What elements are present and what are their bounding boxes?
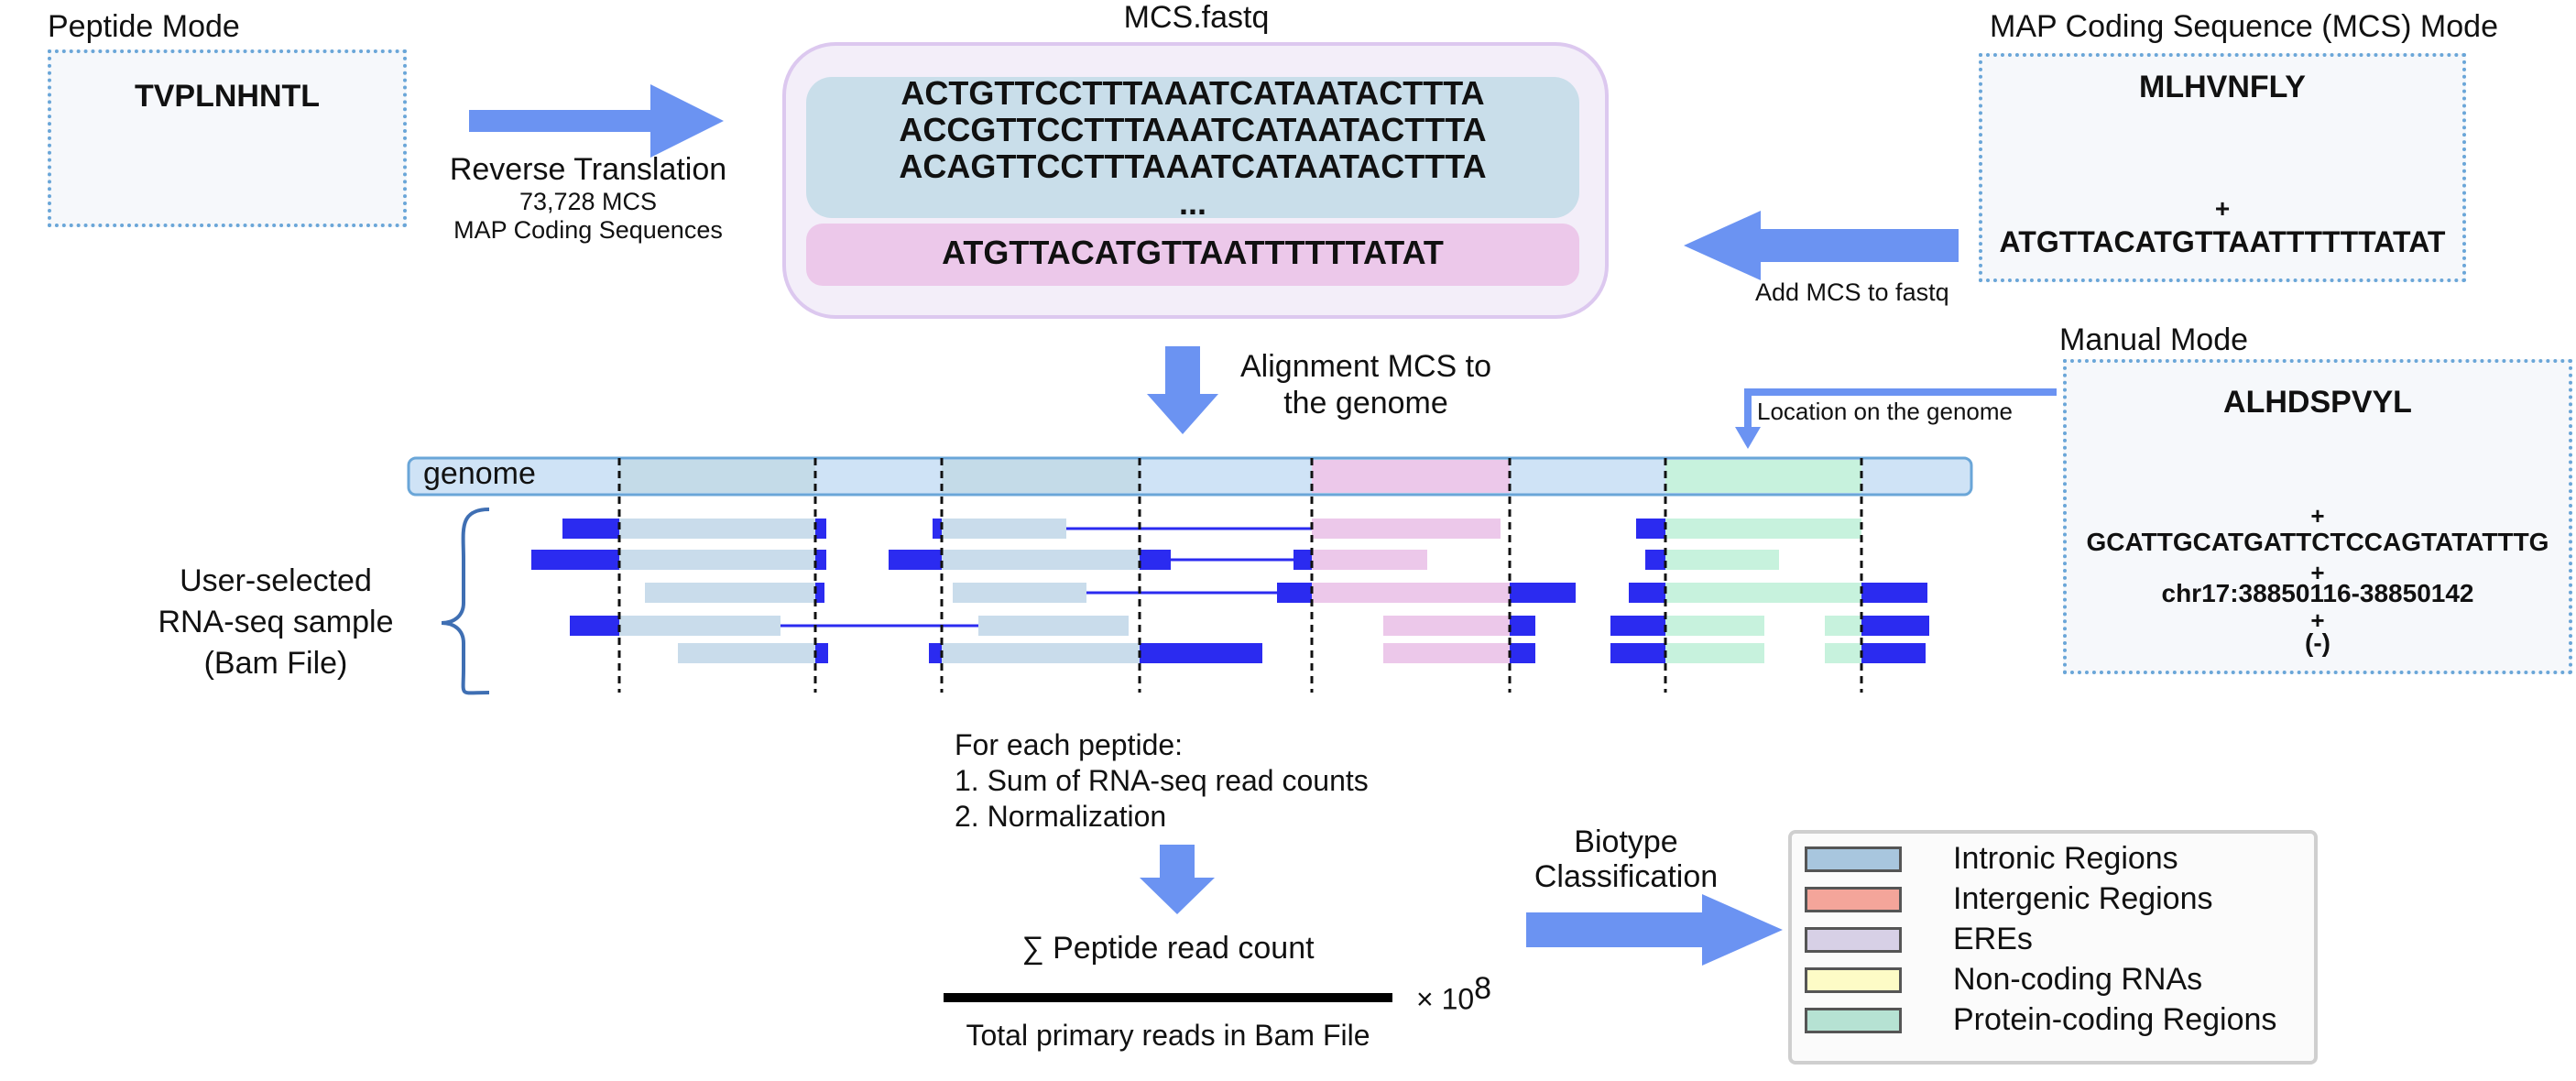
alignment-label-line2: the genome (1283, 386, 1448, 420)
genome-exon-3 (1312, 460, 1510, 493)
manual-mode-title: Manual Mode (2059, 322, 2249, 357)
rnaseq-label-line2: RNA-seq sample (158, 605, 394, 639)
genome-exon-1 (619, 460, 815, 493)
fastq-added-panel (806, 224, 1579, 286)
rnaseq-label-line3: (Bam File) (203, 646, 348, 681)
manual-mode-plus-2: + (2310, 559, 2325, 586)
genome-exon-4 (1665, 460, 1861, 493)
legend-swatch (1805, 927, 1902, 953)
location-label: Location on the genome (1757, 398, 2013, 425)
fastq-title: MCS.fastq (1123, 0, 1270, 35)
peptide-mode-box: TVPLNHNTL (48, 49, 407, 227)
fastq-sequence-3: ACAGTTCCTTTAAATCATAATACTTTA (899, 147, 1487, 185)
legend-item: Non-coding RNAs (1805, 962, 2299, 999)
per-peptide-steps: For each peptide: 1. Sum of RNA-seq read… (955, 727, 1369, 835)
manual-mode-strand: (-) (2305, 628, 2330, 657)
legend-swatch (1805, 887, 1902, 912)
add-mcs-arrow (1684, 211, 1959, 280)
formula-exponent: 8 (1474, 971, 1492, 1006)
manual-mode-location: chr17:38850116-38850142 (2161, 579, 2474, 607)
rnaseq-label: User-selected RNA-seq sample (Bam File) (125, 561, 427, 684)
legend-label: EREs (1953, 922, 2033, 956)
legend-box (1788, 830, 2318, 1065)
reverse-translation-arrow (469, 84, 724, 158)
legend-item: EREs (1805, 922, 2299, 958)
formula-numerator: ∑ Peptide read count (1021, 931, 1315, 966)
legend-label: Non-coding RNAs (1953, 962, 2203, 997)
fastq-sequence-list: ACTGTTCCTTTAAATCATAATACTTTA ACCGTTCCTTTA… (806, 75, 1579, 222)
formula-denominator: Total primary reads in Bam File (966, 1019, 1370, 1052)
mcs-mode-box: MLHVNFLY + ATGTTACATGTTAATTTTTTATAT (1979, 53, 2466, 282)
manual-mode-peptide: ALHDSPVYL (2223, 385, 2412, 420)
biotype-label: Biotype Classification (1502, 824, 1750, 894)
alignment-label-line1: Alignment MCS to (1240, 349, 1491, 384)
add-mcs-label: Add MCS to fastq (1755, 278, 1949, 306)
manual-mode-sequence: GCATTGCATGATTCTCCAGTATATTTG (2086, 528, 2549, 556)
peptide-mode-title: Peptide Mode (48, 9, 240, 44)
alignment-arrow (1147, 346, 1218, 434)
location-arrow (1744, 388, 2057, 429)
exon-boundary-lines (617, 458, 1863, 693)
sample-brace (441, 508, 490, 695)
mcs-mode-peptide: MLHVNFLY (2139, 70, 2306, 104)
biotype-label-line1: Biotype (1574, 824, 1678, 859)
reverse-translation-labels: Reverse Translation 73,728 MCS MAP Codin… (423, 152, 753, 245)
legend-item: Intronic Regions (1805, 841, 2299, 878)
legend-swatch (1805, 967, 1902, 993)
fastq-added-sequence: ATGTTACATGTTAATTTTTTATAT (942, 234, 1444, 271)
fastq-sequence-2: ACCGTTCCTTTAAATCATAATACTTTA (899, 111, 1487, 148)
reverse-translation-sub: MAP Coding Sequences (453, 216, 723, 244)
reverse-translation-label: Reverse Translation (449, 152, 727, 187)
manual-mode-box: ALHDSPVYL + GCATTGCATGATTCTCCAGTATATTTG … (2063, 359, 2572, 674)
genome-exon-2 (942, 460, 1140, 493)
fastq-sequence-1: ACTGTTCCTTTAAATCATAATACTTTA (901, 74, 1485, 112)
per-peptide-line2: 1. Sum of RNA-seq read counts (955, 764, 1369, 797)
fastq-sequence-ellipsis: ... (1178, 184, 1206, 222)
mcs-mode-sequence: ATGTTACATGTTAATTTTTTATAT (1999, 225, 2446, 258)
rnaseq-label-line1: User-selected (180, 563, 372, 598)
legend-label: Protein-coding Regions (1953, 1002, 2277, 1037)
mcs-mode-plus: + (2214, 194, 2231, 223)
peptide-mode-sequence: TVPLNHNTL (134, 79, 321, 114)
genome-label: genome (423, 456, 536, 491)
location-arrow-head (1735, 427, 1761, 449)
fraction-bar (944, 993, 1392, 1002)
legend-item: Intergenic Regions (1805, 881, 2299, 918)
formula-times: × 10 (1416, 982, 1475, 1016)
legend-label: Intronic Regions (1953, 841, 2178, 876)
per-peptide-line1: For each peptide: (955, 728, 1184, 761)
legend-swatch (1805, 1008, 1902, 1033)
alignment-label: Alignment MCS to the genome (1215, 348, 1517, 421)
fastq-sequences-panel (806, 77, 1579, 218)
formula-multiplier: × 108 (1416, 971, 1491, 1017)
legend-label: Intergenic Regions (1953, 881, 2213, 916)
reverse-translation-count: 73,728 MCS (518, 188, 658, 215)
biotype-label-line2: Classification (1534, 859, 1719, 894)
normalization-arrow (1140, 845, 1215, 914)
legend-item: Protein-coding Regions (1805, 1002, 2299, 1039)
biotype-arrow (1526, 894, 1783, 966)
legend-swatch (1805, 846, 1902, 872)
manual-mode-plus-3: + (2310, 606, 2325, 634)
read-alignments (531, 519, 1929, 663)
manual-mode-plus-1: + (2310, 502, 2325, 530)
per-peptide-line3: 2. Normalization (955, 800, 1167, 833)
mcs-mode-title: MAP Coding Sequence (MCS) Mode (1990, 9, 2498, 44)
